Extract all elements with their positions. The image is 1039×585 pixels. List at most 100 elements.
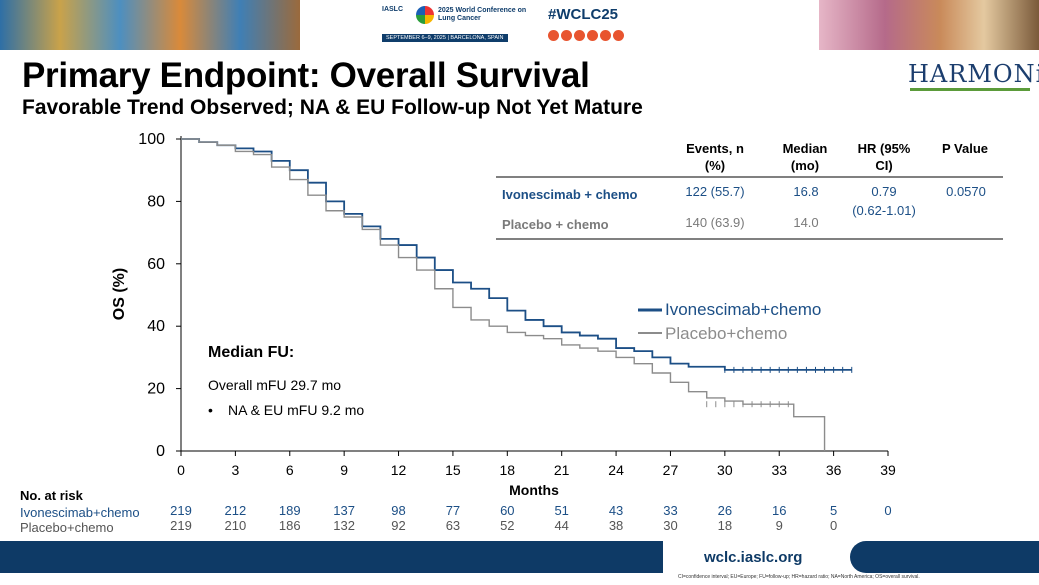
risk-count: 189 <box>278 503 301 518</box>
harmoni-logo: HARMONi <box>908 60 1039 88</box>
x-tick-label: 21 <box>554 462 570 478</box>
y-tick-label: 100 <box>138 131 165 148</box>
footer-bar-right <box>850 541 1039 573</box>
header-events: Events, n (%) <box>686 141 744 173</box>
risk-count: 33 <box>663 503 678 518</box>
x-tick-label: 39 <box>880 462 896 478</box>
banner-photo-left <box>0 0 300 50</box>
x-axis-label: Months <box>509 482 559 498</box>
risk-count: 43 <box>608 503 624 518</box>
risk-row-placebo-name: Placebo+chemo <box>20 520 114 535</box>
risk-count: 9 <box>775 518 783 533</box>
x-tick-label: 30 <box>717 462 733 478</box>
conference-banner: IASLC 2025 World Conference on Lung Canc… <box>0 0 1039 50</box>
risk-count: 38 <box>608 518 624 533</box>
risk-count: 0 <box>884 503 892 518</box>
risk-count: 186 <box>278 518 301 533</box>
row-placebo-median: 14.0 <box>793 215 818 230</box>
x-tick-label: 3 <box>231 462 239 478</box>
ivo-curve <box>181 138 852 371</box>
x-tick-label: 9 <box>340 462 348 478</box>
header-median: Median (mo) <box>783 141 828 173</box>
followup-title: Median FU: <box>208 344 294 361</box>
x-tick-label: 6 <box>286 462 294 478</box>
efficacy-table: Events, n (%) Median (mo) HR (95% CI) P Val… <box>496 141 1003 240</box>
y-tick-label: 80 <box>147 193 165 210</box>
followup-annotation: Median FU: Overall mFU 29.7 mo • NA & EU… <box>208 344 364 418</box>
conference-name: 2025 World Conference on Lung Cancer <box>438 7 527 22</box>
risk-count: 77 <box>445 503 461 518</box>
page-title: Primary Endpoint: Overall Survival <box>22 56 590 95</box>
x-icon <box>574 30 585 41</box>
risk-table-label: No. at risk <box>20 488 83 503</box>
risk-count: 16 <box>771 503 787 518</box>
chat-icon <box>613 30 624 41</box>
x-tick-label: 18 <box>500 462 516 478</box>
youtube-icon <box>600 30 611 41</box>
legend-ivo-label: Ivonescimab+chemo <box>665 300 821 319</box>
row-ivo-ci: (0.62-1.01) <box>852 203 916 218</box>
risk-count: 44 <box>554 518 569 533</box>
chart-axes <box>180 136 888 452</box>
x-tick-label: 12 <box>391 462 407 478</box>
risk-count: 30 <box>663 518 678 533</box>
chart-series <box>181 138 853 451</box>
risk-count: 5 <box>829 503 838 518</box>
x-tick-label: 24 <box>608 462 624 478</box>
placebo-curve <box>181 138 826 451</box>
row-ivo-median: 16.8 <box>793 184 818 199</box>
risk-count: 26 <box>717 503 733 518</box>
logo-underline <box>910 88 1030 91</box>
y-tick-label: 60 <box>147 256 165 273</box>
linkedin-icon <box>561 30 572 41</box>
conference-dates: SEPTEMBER 6–9, 2025 | BARCELONA, SPAIN <box>382 34 508 42</box>
risk-count: 52 <box>500 518 515 533</box>
risk-count: 137 <box>333 503 355 518</box>
followup-na-eu: NA & EU mFU 9.2 mo <box>228 402 364 418</box>
risk-count: 18 <box>717 518 733 533</box>
risk-count: 98 <box>391 503 406 518</box>
risk-count: 210 <box>224 518 247 533</box>
row-placebo-events: 140 (63.9) <box>685 215 744 230</box>
y-axis-label: OS (%) <box>111 268 128 320</box>
x-tick-label: 15 <box>445 462 461 478</box>
y-tick-label: 20 <box>147 381 165 398</box>
banner-photo-right <box>819 0 1039 50</box>
page-subtitle: Favorable Trend Observed; NA & EU Follow… <box>22 96 643 119</box>
x-tick-label: 0 <box>177 462 185 478</box>
risk-count: 132 <box>333 518 355 533</box>
hashtag: #WCLC25 <box>548 6 619 23</box>
risk-row-ivo-name: Ivonescimab+chemo <box>20 505 140 520</box>
risk-count: 51 <box>554 503 569 518</box>
risk-count: 0 <box>829 518 838 533</box>
risk-count: 219 <box>170 503 192 518</box>
y-tick-label: 0 <box>156 443 165 460</box>
facebook-icon <box>548 30 559 41</box>
row-ivo-hr: 0.79 <box>871 184 896 199</box>
risk-count: 92 <box>391 518 406 533</box>
followup-bullet: • <box>208 402 213 418</box>
x-tick-label: 36 <box>826 462 842 478</box>
instagram-icon <box>587 30 598 41</box>
abbreviations-footnote: CI=confidence interval; EU=Europe; FU=fo… <box>678 574 920 580</box>
risk-count: 219 <box>170 518 192 533</box>
y-tick-label: 40 <box>147 318 165 335</box>
wclc-ring-icon <box>416 6 434 24</box>
risk-count: 60 <box>500 503 515 518</box>
footer-bar-left <box>0 541 663 573</box>
org-name: IASLC <box>382 6 403 13</box>
row-ivo-p: 0.0570 <box>946 184 986 199</box>
row-ivo-arm: Ivonescimab + chemo <box>502 187 638 202</box>
risk-count: 63 <box>445 518 461 533</box>
header-pvalue: P Value <box>942 141 988 156</box>
conference-logo: IASLC 2025 World Conference on Lung Canc… <box>382 4 530 44</box>
x-tick-label: 27 <box>663 462 679 478</box>
footer-url[interactable]: wclc.iaslc.org <box>704 549 803 566</box>
risk-count: 212 <box>224 503 247 518</box>
followup-overall: Overall mFU 29.7 mo <box>208 377 341 393</box>
x-tick-label: 33 <box>771 462 787 478</box>
row-placebo-arm: Placebo + chemo <box>502 217 609 232</box>
legend-placebo-label: Placebo+chemo <box>665 324 787 343</box>
row-ivo-events: 122 (55.7) <box>685 184 744 199</box>
